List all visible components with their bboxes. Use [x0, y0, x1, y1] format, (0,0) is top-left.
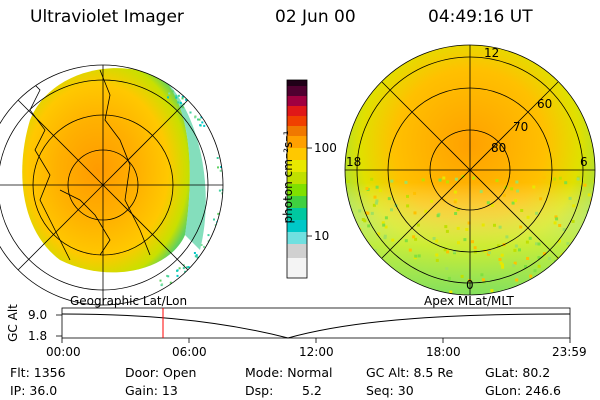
info-mode: Mode: Normal	[245, 365, 333, 380]
info-ip: IP: 36.0	[10, 383, 58, 398]
apex-panel	[344, 44, 596, 296]
right-caption: Apex MLat/MLT	[424, 294, 514, 308]
altitude-curve	[61, 313, 571, 339]
info-seq: Seq: 30	[366, 383, 414, 398]
mlt-label-0: 0	[466, 278, 474, 292]
info-glon: GLon: 246.6	[485, 383, 561, 398]
mlat-label-60: 60	[537, 97, 553, 111]
colorbar-label: photon cm⁻²s⁻¹	[281, 130, 295, 224]
info-door: Door: Open	[125, 365, 197, 380]
info-flt: Flt: 1356	[10, 365, 66, 380]
altitude-plot	[56, 307, 571, 343]
mlt-label-18: 18	[346, 155, 362, 169]
app-title: Ultraviolet Imager	[30, 7, 184, 27]
auroral-oval-left	[22, 68, 190, 273]
altitude-xtick-0600: 06:00	[172, 345, 207, 359]
mlat-label-70: 70	[513, 120, 529, 134]
header-time: 04:49:16 UT	[428, 7, 533, 27]
header-date: 02 Jun 00	[275, 7, 356, 27]
altitude-xtick-2359: 23:59	[552, 345, 587, 359]
colorbar-tick-10: 10	[314, 229, 330, 243]
altitude-xtick-0000: 00:00	[46, 345, 81, 359]
info-gc-alt: GC Alt: 8.5 Re	[366, 365, 454, 380]
altitude-ytick-top: 9.0	[28, 308, 48, 322]
altitude-xtick-1200: 12:00	[299, 345, 334, 359]
coastline	[24, 74, 71, 261]
altitude-ytick-bottom: 1.8	[28, 329, 48, 343]
info-dsp-label: Dsp:	[245, 383, 274, 398]
left-caption: Geographic Lat/Lon	[70, 294, 188, 308]
info-dsp-value: 5.2	[302, 383, 322, 398]
info-gain: Gain: 13	[125, 383, 178, 398]
colorbar-tick-100: 100	[314, 141, 337, 155]
colorbar	[286, 79, 312, 279]
mlt-label-12: 12	[484, 46, 500, 60]
info-glat: GLat: 80.2	[485, 365, 551, 380]
mlt-label-6: 6	[580, 155, 588, 169]
geographic-panel	[0, 64, 224, 306]
altitude-xtick-1800: 18:00	[426, 345, 461, 359]
altitude-ylabel: GC Alt	[6, 304, 20, 342]
mlat-label-80: 80	[491, 141, 507, 155]
